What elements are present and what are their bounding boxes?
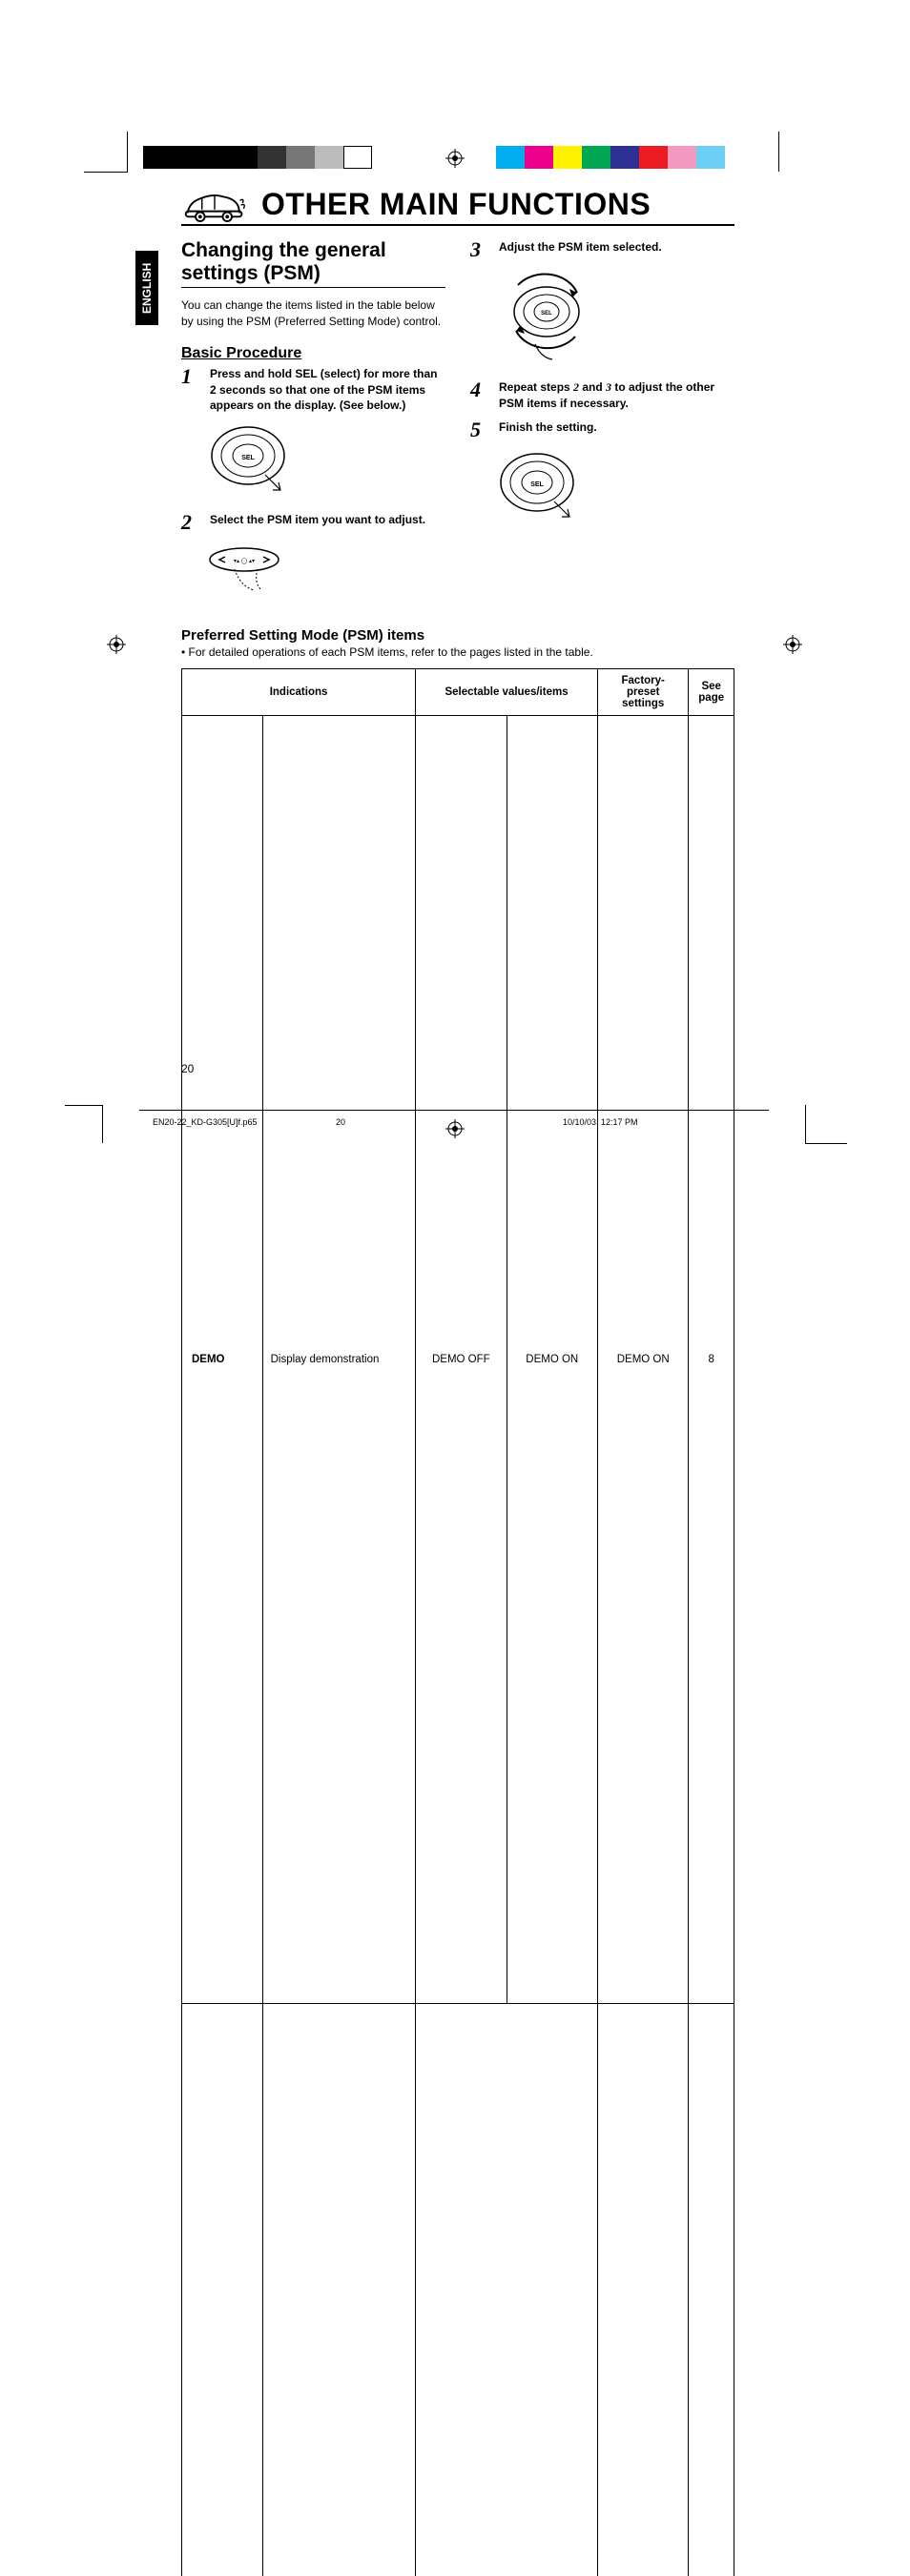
sel-dial-icon: SEL xyxy=(495,448,734,527)
step-5: 5 Finish the setting. xyxy=(470,419,734,440)
psm-table-heading: Preferred Setting Mode (PSM) items xyxy=(181,627,734,644)
language-tab: ENGLISH xyxy=(134,250,159,326)
table-row: CLOCK HHour adjustment1 – 121 (1:00)9 xyxy=(182,2004,734,2576)
step-number: 2 xyxy=(181,512,200,533)
section-heading: Changing the general settings (PSM) xyxy=(181,239,445,285)
page-title-row: OTHER MAIN FUNCTIONS xyxy=(181,187,734,226)
step-1: 1 Press and hold SEL (select) for more t… xyxy=(181,366,445,414)
step-2: 2 Select the PSM item you want to adjust… xyxy=(181,512,445,533)
footer-rule xyxy=(139,1110,769,1111)
table-header-row: Indications Selectable values/items Fact… xyxy=(182,669,734,716)
step-text: Repeat steps 2 and 3 to adjust the other… xyxy=(499,379,734,412)
page-content: OTHER MAIN FUNCTIONS Changing the genera… xyxy=(181,187,734,2576)
intro-text: You can change the items listed in the t… xyxy=(181,297,445,330)
th-preset: Factory-preset settings xyxy=(597,669,688,716)
step-number: 5 xyxy=(470,419,489,440)
table-row: DEMODisplay demonstrationDEMO OFFDEMO ON… xyxy=(182,716,734,2004)
footer-page: 20 xyxy=(336,1117,345,1127)
colorbar xyxy=(143,146,372,169)
registration-mark-icon xyxy=(445,148,465,169)
footer-filename: EN20-22_KD-G305[U]f.p65 xyxy=(153,1117,258,1127)
svg-text:SEL: SEL xyxy=(541,311,552,317)
basic-procedure-heading: Basic Procedure xyxy=(181,345,445,362)
colorbar xyxy=(496,146,725,169)
step-number: 3 xyxy=(470,239,489,260)
th-page: See page xyxy=(689,669,734,716)
page-title: OTHER MAIN FUNCTIONS xyxy=(261,187,651,222)
rotary-dial-icon: SEL xyxy=(495,268,734,368)
rocker-button-icon: ▾▴ ◯ ▴▾ xyxy=(206,541,445,599)
car-icon xyxy=(181,188,248,222)
step-text: Press and hold SEL (select) for more tha… xyxy=(210,366,445,414)
step-number: 1 xyxy=(181,366,200,387)
svg-text:SEL: SEL xyxy=(530,481,544,488)
step-3: 3 Adjust the PSM item selected. xyxy=(470,239,734,260)
sel-dial-icon: SEL xyxy=(206,421,445,501)
right-column: 3 Adjust the PSM item selected. SEL xyxy=(470,239,734,610)
step-number: 4 xyxy=(470,379,489,400)
step-4: 4 Repeat steps 2 and 3 to adjust the oth… xyxy=(470,379,734,412)
step-text: Select the PSM item you want to adjust. xyxy=(210,512,425,528)
registration-mark-icon xyxy=(782,634,803,655)
step-text: Adjust the PSM item selected. xyxy=(499,239,662,256)
svg-text:▾▴ ◯ ▴▾: ▾▴ ◯ ▴▾ xyxy=(234,558,255,564)
page-number: 20 xyxy=(181,1062,194,1075)
psm-table-note: • For detailed operations of each PSM it… xyxy=(181,645,734,659)
footer-datetime: 10/10/03, 12:17 PM xyxy=(563,1117,638,1127)
svg-text:SEL: SEL xyxy=(241,455,255,461)
manual-page: ENGLISH OTHER MAIN FUNCTIONS Changing th… xyxy=(0,0,910,1288)
registration-mark-icon xyxy=(106,634,127,655)
psm-table: Indications Selectable values/items Fact… xyxy=(181,668,734,2576)
th-selectable: Selectable values/items xyxy=(416,669,598,716)
th-indications: Indications xyxy=(182,669,416,716)
step-text: Finish the setting. xyxy=(499,419,597,436)
left-column: Changing the general settings (PSM) You … xyxy=(181,239,445,610)
